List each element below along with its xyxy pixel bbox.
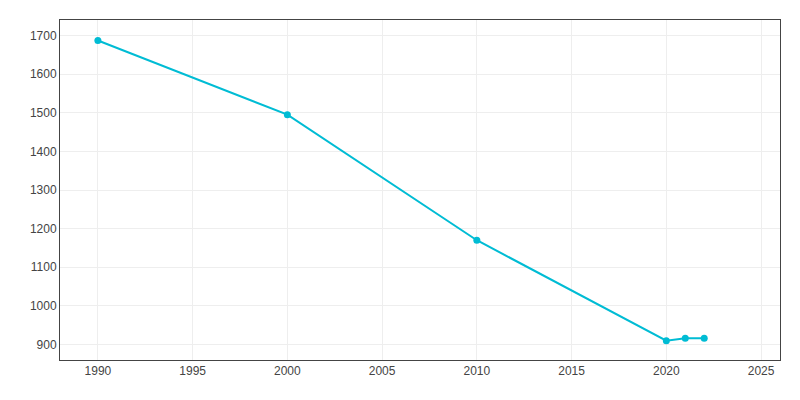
svg-text:2005: 2005 <box>369 364 396 378</box>
svg-text:1100: 1100 <box>31 260 57 274</box>
svg-text:1990: 1990 <box>85 364 112 378</box>
svg-text:2010: 2010 <box>463 364 490 378</box>
svg-text:1200: 1200 <box>30 222 57 236</box>
svg-text:2000: 2000 <box>274 364 301 378</box>
svg-text:2020: 2020 <box>653 364 680 378</box>
svg-text:2015: 2015 <box>558 364 585 378</box>
svg-text:1600: 1600 <box>30 67 57 81</box>
svg-text:900: 900 <box>37 338 57 352</box>
svg-text:1400: 1400 <box>30 145 57 159</box>
svg-text:1300: 1300 <box>30 183 57 197</box>
svg-text:1500: 1500 <box>30 106 57 120</box>
svg-text:1700: 1700 <box>30 29 57 43</box>
svg-text:1995: 1995 <box>179 364 206 378</box>
svg-text:1000: 1000 <box>30 299 57 313</box>
svg-text:2025: 2025 <box>748 364 775 378</box>
